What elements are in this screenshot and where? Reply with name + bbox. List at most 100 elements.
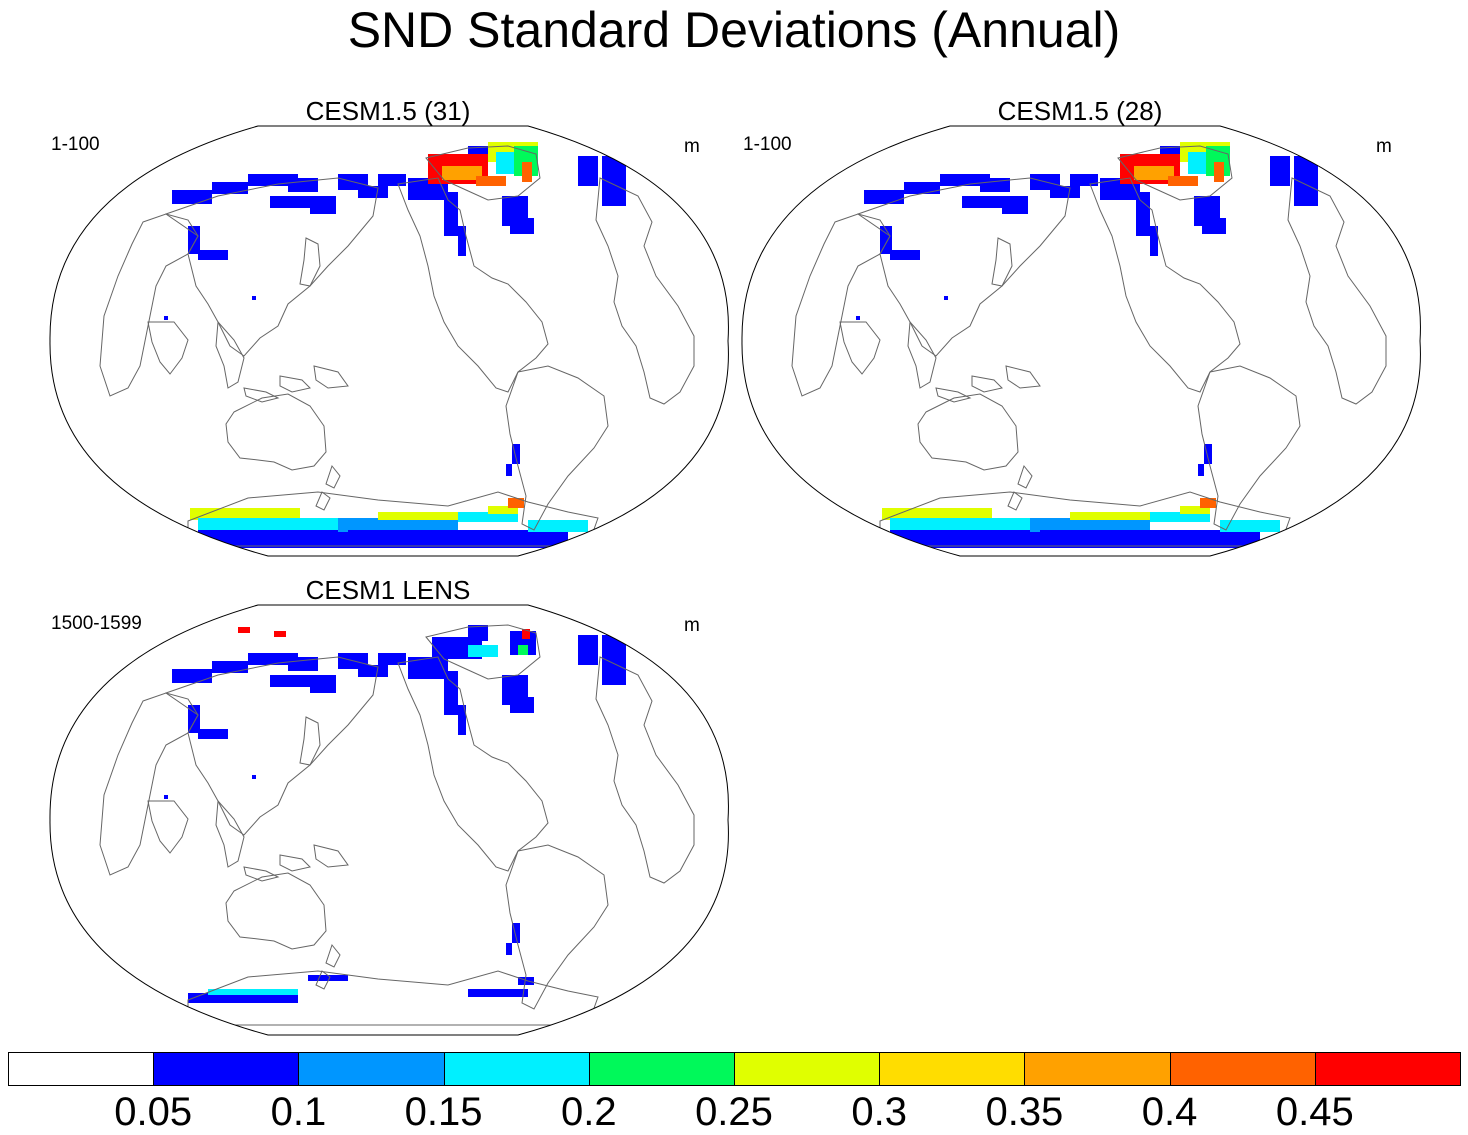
snow-sd-cell — [528, 520, 588, 532]
snow-sd-cell — [270, 675, 310, 687]
map-panel-3: CESM1 LENS 1500-1599 m — [48, 575, 738, 1036]
snow-sd-cell — [188, 705, 200, 733]
snow-sd-cell — [1202, 218, 1226, 234]
coastline — [215, 799, 245, 868]
colorbar-label: 0.45 — [1275, 1090, 1354, 1134]
snow-sd-cell — [1134, 166, 1174, 180]
snow-sd-cell — [252, 296, 256, 300]
snow-sd-cell — [508, 498, 524, 508]
snow-sd-cell — [408, 657, 448, 679]
coastline — [313, 844, 349, 868]
snow-sd-cell — [1204, 444, 1212, 464]
coastline — [313, 365, 349, 389]
snow-sd-cell — [164, 795, 168, 799]
snow-sd-cell — [518, 645, 528, 655]
map-panel-1: CESM1.5 (31) 1-100 m — [48, 96, 738, 557]
coastline — [935, 387, 972, 403]
snow-sd-cell — [288, 657, 318, 671]
snow-sd-cell — [212, 182, 248, 194]
snow-sd-cell — [310, 196, 336, 214]
coastline — [315, 491, 331, 511]
panel-title: CESM1 LENS — [305, 575, 471, 605]
colorbar-label: 0.1 — [270, 1090, 327, 1134]
colorbar-box — [1024, 1052, 1171, 1086]
snow-sd-cell — [308, 975, 348, 981]
panel-units-label: m — [684, 615, 700, 636]
coastline — [839, 321, 881, 375]
snow-sd-cell — [856, 316, 860, 320]
coastline — [299, 716, 321, 766]
snow-sd-cell — [512, 444, 520, 464]
coastline — [879, 491, 1291, 547]
snow-sd-cell — [458, 512, 518, 522]
coastline — [325, 464, 341, 489]
panel-units-label: m — [1376, 136, 1392, 157]
coastline — [315, 970, 331, 990]
snow-sd-cell — [238, 627, 250, 633]
snow-sd-cell — [506, 943, 512, 955]
snow-sd-cell — [358, 665, 388, 677]
panel-title: CESM1.5 (28) — [997, 96, 1163, 126]
snow-sd-cell — [468, 989, 528, 997]
snow-sd-cell — [890, 530, 1040, 548]
coastline — [791, 213, 891, 397]
snow-sd-cell — [252, 775, 256, 779]
snow-sd-cell — [288, 178, 318, 192]
coastline — [243, 866, 280, 882]
colorbar-label: 0.05 — [114, 1090, 193, 1134]
coastline — [279, 375, 311, 393]
coastline — [299, 237, 321, 287]
snow-sd-cell — [518, 977, 534, 985]
snow-sd-cell — [378, 653, 406, 665]
snow-sd-cell — [444, 671, 458, 715]
coastline — [164, 177, 379, 357]
snow-sd-cell — [188, 993, 298, 1003]
snow-sd-cell — [476, 176, 506, 186]
snow-sd-cell — [510, 697, 534, 713]
colorbar-box — [443, 1052, 590, 1086]
coastline — [225, 872, 327, 950]
snow-sd-cell — [458, 226, 466, 256]
colorbar-box — [1314, 1052, 1461, 1086]
snow-sd-cell — [198, 518, 338, 532]
coastline — [505, 365, 609, 531]
coastline — [595, 656, 695, 884]
map-field — [791, 142, 1387, 548]
snow-sd-cell — [190, 508, 300, 520]
colorbar-box — [298, 1052, 445, 1086]
snow-sd-cell — [882, 508, 992, 520]
snow-sd-cell — [1150, 512, 1210, 522]
world-map — [741, 125, 1421, 557]
snow-sd-cell — [442, 166, 482, 180]
coastline — [187, 970, 599, 1026]
snow-sd-cell — [1200, 498, 1216, 508]
map-field — [99, 624, 695, 1026]
colorbar-box — [879, 1052, 1026, 1086]
map-panel-2: CESM1.5 (28) 1-100 m — [740, 96, 1430, 557]
colorbar-box — [8, 1052, 155, 1086]
snow-sd-cell — [488, 506, 518, 514]
snow-sd-cell — [1050, 186, 1080, 198]
coastline — [187, 491, 599, 547]
snow-sd-cell — [578, 635, 598, 665]
snow-sd-cell — [1070, 512, 1150, 520]
snow-sd-cell — [506, 464, 512, 476]
snow-sd-cell — [962, 196, 1002, 208]
snow-sd-cell — [1270, 156, 1290, 186]
snow-sd-cell — [468, 645, 498, 657]
snow-sd-cell — [310, 675, 336, 693]
world-map — [49, 604, 729, 1036]
snow-sd-cell — [358, 186, 388, 198]
snow-sd-cell — [378, 512, 458, 520]
panel-period-label: 1500-1599 — [51, 613, 142, 634]
snow-sd-cell — [1070, 174, 1098, 186]
coastline — [971, 375, 1003, 393]
coastline — [425, 145, 541, 201]
snow-sd-cell — [1002, 196, 1028, 214]
coastline — [243, 387, 280, 403]
snow-sd-cell — [980, 178, 1010, 192]
snow-sd-cell — [444, 192, 458, 236]
coastline — [917, 393, 1019, 471]
coastline — [164, 656, 379, 836]
coastline — [1287, 177, 1387, 405]
